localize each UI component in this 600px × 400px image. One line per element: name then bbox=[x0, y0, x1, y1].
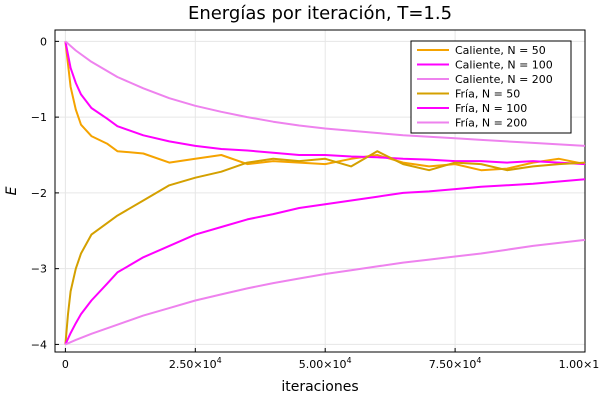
x-tick-label: 7.50×104 bbox=[429, 356, 482, 371]
x-tick-mantissa: 2.50×10 bbox=[169, 358, 217, 371]
series-line-3 bbox=[64, 40, 586, 147]
legend-entry: Caliente, N = 100 bbox=[455, 59, 553, 72]
y-tick-label: −3 bbox=[31, 263, 47, 276]
legend-entry: Caliente, N = 50 bbox=[455, 44, 546, 57]
series-layer bbox=[64, 40, 586, 346]
x-tick-mantissa: 1.00×10 bbox=[559, 358, 600, 371]
x-tick-exponent: 4 bbox=[347, 356, 352, 365]
plot-frame bbox=[54, 29, 586, 353]
legend-entry: Caliente, N = 200 bbox=[455, 73, 553, 86]
legend-box bbox=[410, 40, 572, 134]
x-tick-exponent: 4 bbox=[476, 356, 481, 365]
y-tick-label: −2 bbox=[31, 187, 47, 200]
series-line-1 bbox=[64, 41, 586, 172]
series-line-4 bbox=[64, 150, 586, 345]
x-axis-label: iteraciones bbox=[281, 379, 358, 395]
x-tick-label: 5.00×104 bbox=[299, 356, 352, 371]
x-tick-mantissa: 5.00×10 bbox=[299, 358, 347, 371]
x-tick-exponent: 4 bbox=[217, 356, 222, 365]
y-tick-label: 0 bbox=[40, 35, 47, 48]
y-axis-label: E bbox=[4, 186, 20, 195]
series-line-2 bbox=[64, 41, 586, 166]
legend-entry: Fría, N = 200 bbox=[455, 117, 527, 130]
tick-layer: 02.50×1045.00×1047.50×1041.00×1050−1−2−3… bbox=[31, 35, 600, 371]
y-tick-label: −4 bbox=[31, 338, 47, 351]
x-tick-label: 0 bbox=[62, 358, 69, 371]
series-line-6 bbox=[65, 238, 586, 346]
legend-entry: Fría, N = 100 bbox=[455, 102, 527, 115]
chart-title: Energías por iteración, T=1.5 bbox=[188, 3, 452, 24]
legend: Caliente, N = 50 Caliente, N = 100Calient… bbox=[410, 40, 572, 134]
x-tick-label: 1.00×105 bbox=[559, 356, 600, 371]
legend-entry: Fría, N = 50 bbox=[455, 88, 520, 101]
x-tick-mantissa: 7.50×10 bbox=[429, 358, 477, 371]
x-tick-label: 2.50×104 bbox=[169, 356, 222, 371]
series-line-5 bbox=[64, 178, 586, 345]
x-tick-mantissa: 0 bbox=[62, 358, 69, 371]
y-tick-label: −1 bbox=[31, 111, 47, 124]
